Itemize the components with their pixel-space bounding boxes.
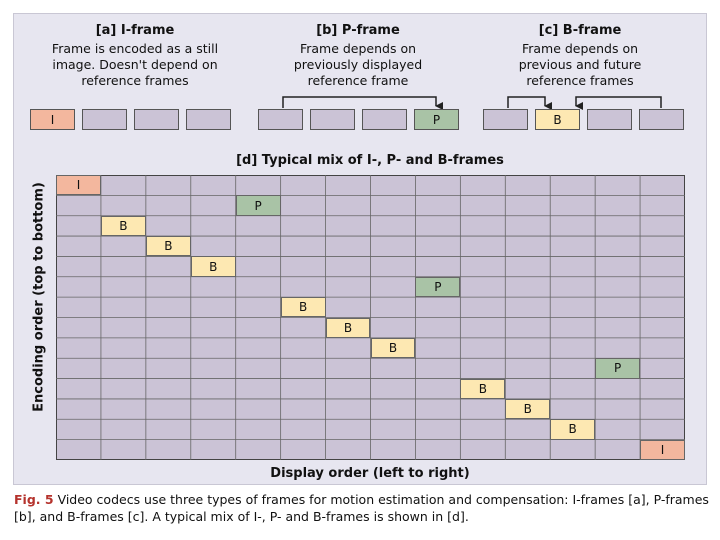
section-title: [b] P-frame [316,23,400,38]
section-desc-line: Frame is encoded as a still [51,41,219,56]
p-frame-arrow [282,96,443,110]
section-desc-line: reference frames [81,73,189,88]
b-frame-arrow-left [507,96,552,110]
p-frame-cell: P [595,358,641,379]
b-frame-example-box [587,109,632,130]
b-frame-cell: B [280,297,326,318]
b-frame-cell: B [190,256,236,277]
caption-label: Fig. 5 [14,492,54,507]
i-frame-cell: I [640,439,685,460]
p-frame-example-box [310,109,355,130]
b-frame-cell: B [145,236,191,257]
section-desc-line: Frame depends on [521,41,639,56]
figure-caption: Fig. 5 Video codecs use three types of f… [14,491,714,525]
section-title: [a] I-frame [95,23,175,38]
x-axis-label: Display order (left to right) [270,466,470,481]
b-frame-cell: B [460,378,506,399]
section-desc-line: reference frame [307,73,409,88]
b-frame-cell: B [100,215,146,237]
i-frame-example-box [82,109,127,130]
section-desc-line: image. Doesn't depend on [52,57,218,72]
section-desc-line: previous and future [518,57,642,72]
b-frame-arrow-right [575,96,662,110]
grid-title: [d] Typical mix of I-, P- and B-frames [236,153,504,168]
b-frame-example-box: B [535,109,580,130]
i-frame-example-box [134,109,179,130]
i-frame-example-box [186,109,231,130]
p-frame-cell: P [235,195,281,216]
section-p-frame: [b] P-frame Frame depends on previously … [253,22,463,89]
section-desc-line: Frame depends on [299,41,417,56]
y-axis-label: Encoding order (top to bottom) [31,182,47,412]
b-frame-example-box [639,109,684,130]
b-frame-cell: B [550,419,596,440]
b-frame-cell: B [370,337,416,359]
b-frame-cell: B [325,317,371,338]
i-frame-example-box: I [30,109,75,130]
section-desc-line: previously displayed [293,57,423,72]
p-frame-example-box [258,109,303,130]
caption-text: Video codecs use three types of frames f… [14,492,709,524]
p-frame-example-box [362,109,407,130]
p-frame-example-box: P [414,109,459,130]
section-title: [c] B-frame [538,23,622,38]
section-desc-line: reference frames [526,73,634,88]
section-b-frame: [c] B-frame Frame depends on previous an… [475,22,685,89]
b-frame-example-box [483,109,528,130]
i-frame-cell: I [56,175,101,196]
section-i-frame: [a] I-frame Frame is encoded as a still … [30,22,240,89]
p-frame-cell: P [415,276,461,298]
b-frame-cell: B [505,398,551,420]
